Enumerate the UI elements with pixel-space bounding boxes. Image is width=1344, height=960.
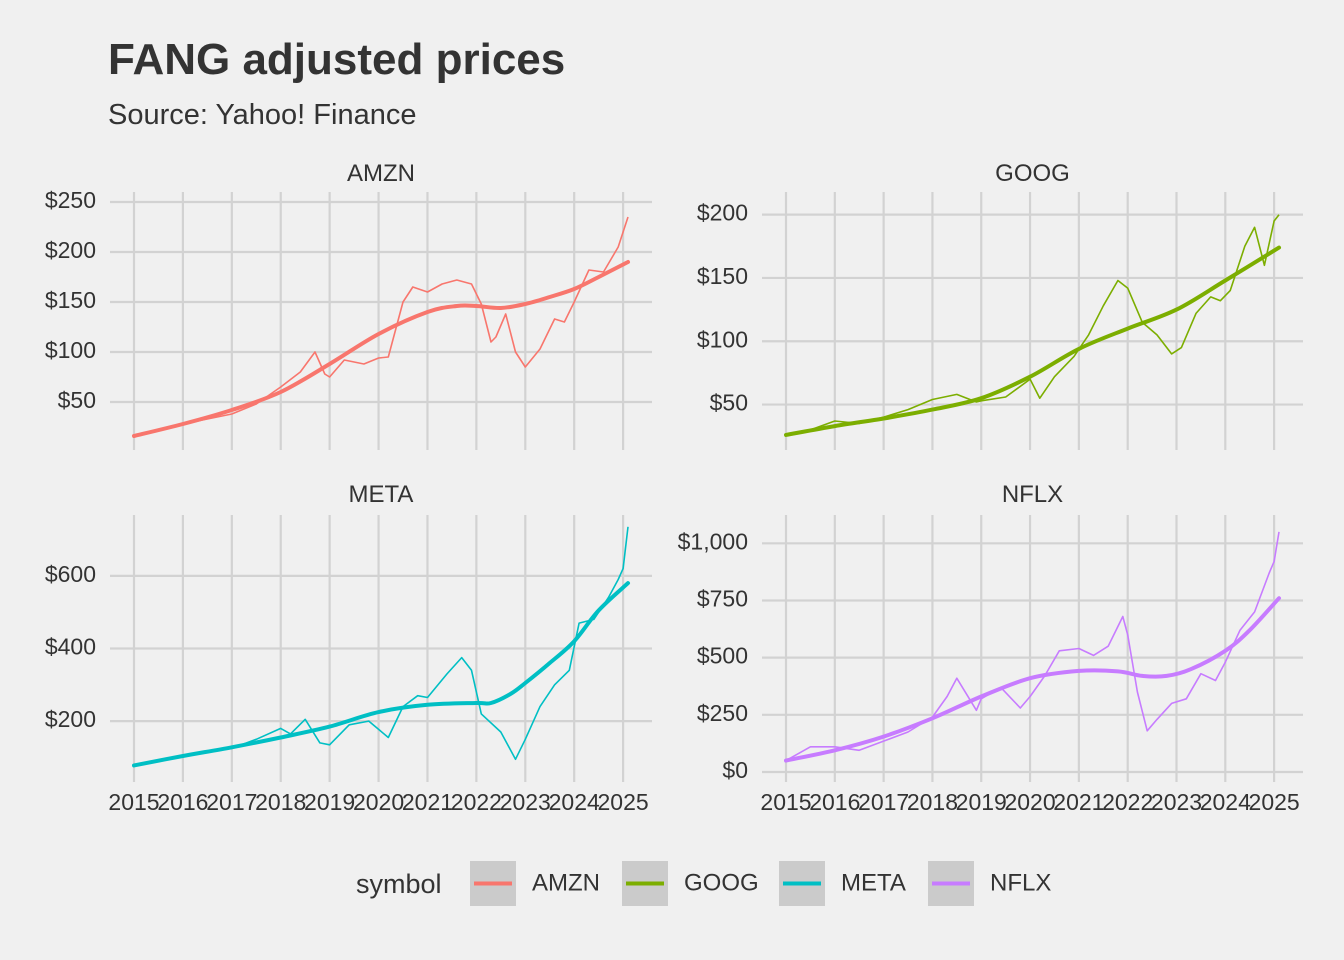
y-tick-label: $200 bbox=[45, 706, 96, 732]
x-tick-label: 2016 bbox=[157, 789, 208, 815]
y-tick-label: $50 bbox=[710, 390, 748, 416]
x-tick-label: 2015 bbox=[108, 789, 159, 815]
legend-label: GOOG bbox=[684, 869, 759, 896]
price-line bbox=[133, 216, 629, 437]
legend-item-nflx: NFLX bbox=[928, 861, 1051, 906]
x-tick-label: 2022 bbox=[1102, 789, 1153, 815]
legend-label: AMZN bbox=[532, 869, 600, 896]
y-tick-label: $500 bbox=[697, 643, 748, 669]
x-tick-label: 2020 bbox=[1004, 789, 1055, 815]
price-line bbox=[785, 531, 1280, 762]
x-tick-label: 2021 bbox=[402, 789, 453, 815]
x-tick-label: 2017 bbox=[206, 789, 257, 815]
chart-subtitle: Source: Yahoo! Finance bbox=[108, 99, 416, 131]
legend-item-goog: GOOG bbox=[622, 861, 759, 906]
x-tick-label: 2015 bbox=[760, 789, 811, 815]
trend-line bbox=[132, 581, 630, 768]
strip-label: AMZN bbox=[347, 160, 415, 187]
panel-amzn: AMZN $50 $100 $150 $200 $250 bbox=[45, 160, 652, 450]
y-tick-label: $150 bbox=[697, 263, 748, 289]
x-tick-label: 2024 bbox=[1200, 789, 1251, 815]
x-tick-label: 2017 bbox=[858, 789, 909, 815]
y-tick-label: $250 bbox=[697, 700, 748, 726]
x-tick-label: 2016 bbox=[809, 789, 860, 815]
legend: symbol AMZN GOOG META NFLX bbox=[356, 861, 1051, 906]
y-tick-label: $200 bbox=[697, 200, 748, 226]
x-tick-label: 2020 bbox=[353, 789, 404, 815]
trend-line bbox=[132, 260, 630, 438]
legend-item-meta: META bbox=[779, 861, 906, 906]
y-tick-label: $100 bbox=[45, 337, 96, 363]
x-tick-label: 2019 bbox=[956, 789, 1007, 815]
strip-label: GOOG bbox=[995, 160, 1070, 187]
x-tick-label: 2024 bbox=[549, 789, 600, 815]
chart-title: FANG adjusted prices bbox=[108, 35, 565, 84]
strip-label: NFLX bbox=[1002, 481, 1063, 508]
x-tick-label: 2023 bbox=[500, 789, 551, 815]
price-line bbox=[785, 214, 1280, 436]
y-tick-label: $750 bbox=[697, 586, 748, 612]
legend-label: META bbox=[841, 869, 906, 896]
y-tick-label: $100 bbox=[697, 326, 748, 352]
legend-label: NFLX bbox=[990, 869, 1051, 896]
legend-title: symbol bbox=[356, 869, 442, 899]
strip-label: META bbox=[349, 481, 414, 508]
panel-meta: META $200 $400 $600 201520162017201820192020… bbox=[45, 481, 652, 815]
x-tick-label: 2022 bbox=[451, 789, 502, 815]
trend-line bbox=[784, 596, 1281, 763]
price-line bbox=[133, 526, 629, 766]
panel-goog: GOOG $50 $100 $150 $200 bbox=[697, 160, 1303, 450]
x-tick-label: 2023 bbox=[1151, 789, 1202, 815]
y-tick-label: $150 bbox=[45, 287, 96, 313]
y-tick-label: $50 bbox=[58, 387, 96, 413]
y-tick-label: $600 bbox=[45, 561, 96, 587]
trend-line bbox=[784, 245, 1281, 437]
x-tick-label: 2018 bbox=[907, 789, 958, 815]
y-tick-label: $400 bbox=[45, 634, 96, 660]
panel-nflx: NFLX $0 $250 $500 $750 $1,000 2015201620172018… bbox=[678, 481, 1303, 815]
y-tick-label: $1,000 bbox=[678, 528, 748, 554]
facet-panels: AMZN $50 $100 $150 $200 $250 GOOG $50 $100 $150 $2… bbox=[45, 160, 1303, 815]
x-tick-label: 2018 bbox=[255, 789, 306, 815]
x-tick-label: 2025 bbox=[1249, 789, 1300, 815]
x-tick-label: 2025 bbox=[598, 789, 649, 815]
y-tick-label: $200 bbox=[45, 237, 96, 263]
x-tick-label: 2021 bbox=[1053, 789, 1104, 815]
y-tick-label: $250 bbox=[45, 187, 96, 213]
y-tick-label: $0 bbox=[722, 757, 748, 783]
x-tick-label: 2019 bbox=[304, 789, 355, 815]
legend-item-amzn: AMZN bbox=[470, 861, 600, 906]
